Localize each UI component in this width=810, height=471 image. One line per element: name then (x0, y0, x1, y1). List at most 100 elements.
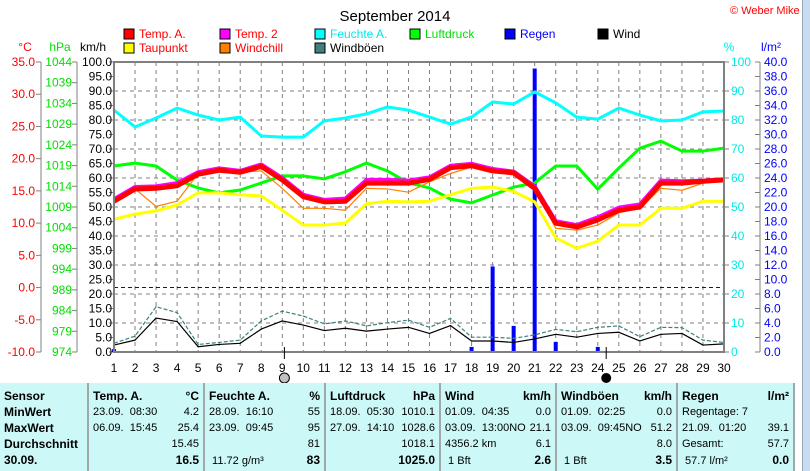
data-point (344, 171, 346, 173)
moon-phases (278, 347, 612, 383)
data-point (555, 102, 557, 104)
row-value: 0.0 (772, 453, 789, 467)
data-point (239, 116, 241, 118)
data-point (281, 136, 283, 138)
row-value: 1028.6 (401, 422, 435, 434)
row-detail: 01.09. 02:25 (561, 406, 626, 418)
data-point (449, 167, 452, 169)
x-tick-label: 20 (507, 361, 521, 375)
table-row: 1 Bft 2.6 (445, 452, 551, 468)
data-point (660, 333, 662, 335)
sensor-column: Sensor MinWert MaxWert Durchschnitt 30.0… (0, 383, 89, 471)
wind-tick-label: 0.0 (95, 345, 112, 359)
data-point (386, 170, 389, 172)
row-value: 0.0 (656, 406, 672, 418)
table-row: 06.09. 15:45 25.4 (93, 420, 199, 436)
legend-label: Feuchte A. (330, 27, 387, 41)
pressure-tick-label: 1034 (45, 96, 72, 110)
data-point (492, 170, 494, 172)
pressure-tick-label: 1009 (45, 200, 72, 214)
pressure-tick-label: 1019 (45, 159, 72, 173)
data-point (155, 117, 157, 119)
row-detail: 57.7 l/m² (682, 455, 728, 467)
data-point (555, 328, 557, 330)
x-tick-label: 17 (444, 361, 458, 375)
x-tick-label: 29 (696, 361, 710, 375)
rain-tick-label: 14.0 (764, 244, 788, 258)
data-point (260, 328, 262, 330)
data-point (639, 147, 641, 149)
table-row: 8.0 (561, 436, 672, 452)
wind-tick-label: 35.0 (89, 244, 113, 258)
data-point (197, 187, 199, 189)
rain-tick-label: 38.0 (764, 70, 788, 84)
section-feuchte-a-: Feuchte A.% 28.09. 16:10 55 23.09. 09:45 95 8… (205, 383, 326, 471)
vertical-scrollbar[interactable] (802, 0, 810, 471)
x-tick-label: 4 (174, 361, 181, 375)
x-tick-label: 30 (717, 361, 731, 375)
data-point (386, 182, 389, 184)
data-point (407, 319, 410, 321)
data-point (513, 186, 515, 188)
temp-tick-label: 0.0 (18, 281, 35, 295)
legend-swatch (219, 28, 231, 40)
data-point (218, 343, 220, 346)
legend-swatch (597, 28, 609, 40)
rain-tick-label: 12.0 (764, 258, 788, 272)
data-point (176, 311, 178, 314)
humidity-tick-label: 50 (731, 200, 745, 214)
data-point (176, 204, 178, 206)
x-tick-label: 12 (339, 361, 353, 375)
data-point (597, 188, 599, 190)
pressure-tick-label: 979 (52, 324, 72, 338)
data-point (681, 207, 683, 209)
section-header: Luftdruck hPa (330, 388, 435, 404)
data-point (576, 336, 578, 338)
rain-bar (532, 68, 537, 353)
data-point (639, 340, 641, 342)
data-point (618, 167, 620, 169)
rain-axis-title: l/m² (761, 40, 781, 54)
rain-tick-label: 28.0 (764, 142, 788, 156)
rain-tick-label: 26.0 (764, 157, 788, 171)
row-detail: Regentage: 7 (682, 406, 749, 418)
data-point (197, 343, 199, 346)
legend-swatch (504, 28, 516, 40)
data-point (618, 325, 620, 327)
section-unit: hPa (412, 389, 435, 403)
row-value: 0.0 (535, 406, 551, 418)
data-point (365, 330, 368, 332)
rain-tick-label: 20.0 (764, 200, 788, 214)
data-point (534, 338, 536, 340)
data-point (639, 336, 641, 338)
row-value: 81 (307, 438, 320, 450)
series-line-taupunkt (113, 185, 724, 250)
data-point (534, 334, 536, 336)
row-value: 21.1 (529, 422, 551, 434)
humidity-tick-label: 30 (731, 258, 745, 272)
data-point (555, 222, 557, 224)
table-row: 28.09. 16:10 55 (209, 404, 320, 420)
data-point (386, 200, 389, 202)
data-point (660, 182, 662, 184)
data-point (155, 210, 157, 212)
row-value: 39.1 (767, 422, 789, 434)
data-point (197, 114, 199, 116)
rain-bar (553, 341, 558, 352)
data-point (702, 111, 704, 113)
row-detail: 03.09. 09:45NO (561, 422, 642, 434)
wind-tick-label: 70.0 (89, 142, 113, 156)
table-row: 4356.2 km 6.1 (445, 436, 551, 452)
row-label: Sensor (4, 389, 45, 403)
data-point (597, 219, 599, 221)
data-point (449, 194, 452, 196)
data-point (681, 150, 683, 152)
x-tick-label: 25 (612, 361, 626, 375)
x-tick-label: 26 (633, 361, 647, 375)
x-tick-label: 10 (297, 361, 311, 375)
table-row: 81 (209, 436, 320, 452)
temp-tick-label: 10.0 (12, 216, 36, 230)
data-point (407, 201, 410, 203)
data-point (155, 187, 157, 189)
data-point (365, 179, 368, 181)
